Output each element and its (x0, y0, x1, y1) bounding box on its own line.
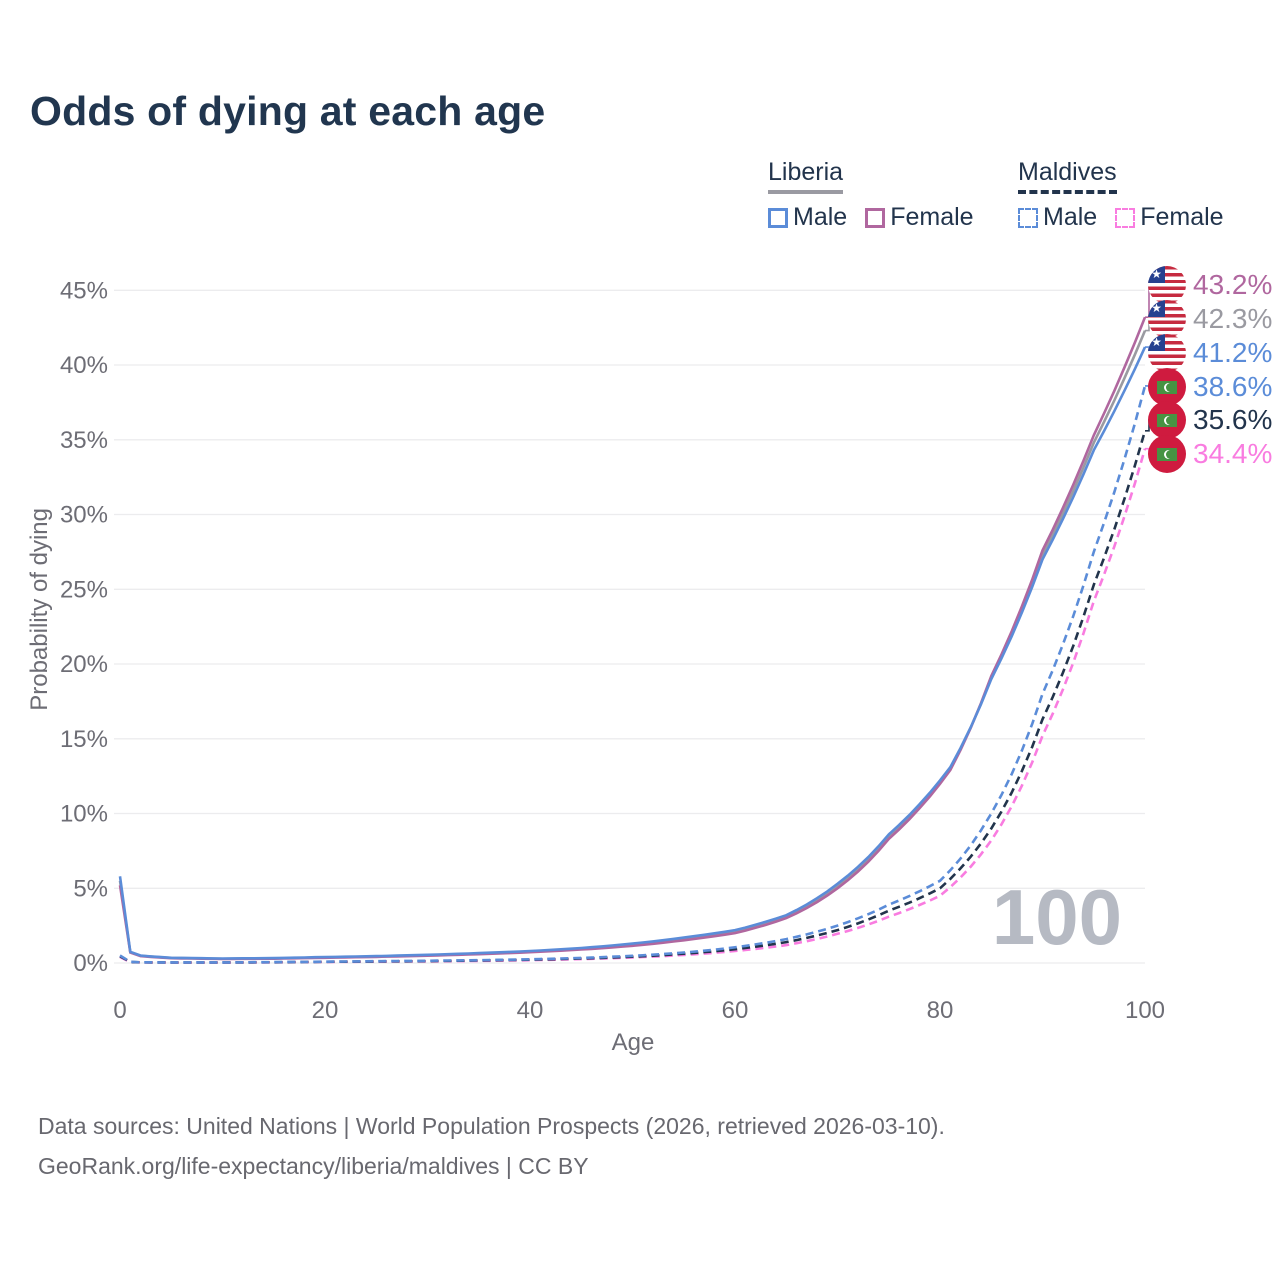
footer: Data sources: United Nations | World Pop… (38, 1106, 945, 1186)
x-tick-label: 0 (113, 997, 126, 1024)
y-axis-title: Probability of dying (26, 508, 53, 711)
end-label-0: 43.2% (1148, 266, 1272, 304)
maldives-female-swatch-icon (1115, 207, 1136, 228)
crescent-icon (1163, 415, 1176, 425)
series-line-maldives-male[interactable] (119, 385, 1147, 964)
x-axis-title: Age (612, 1029, 655, 1056)
end-label-value: 41.2% (1193, 337, 1273, 368)
end-label-4: 35.6% (1148, 401, 1272, 439)
y-tick-label: 30% (60, 502, 108, 529)
attribution-link[interactable]: GeoRank.org/life-expectancy/liberia/mald… (38, 1153, 589, 1179)
legend-item-maldives-female[interactable]: Female (1115, 203, 1224, 232)
crescent-icon (1163, 382, 1176, 392)
page-title: Odds of dying at each age (30, 88, 546, 134)
end-label-value: 38.6% (1193, 371, 1273, 402)
end-label-value: 42.3% (1193, 303, 1273, 334)
legend-country-liberia[interactable]: Liberia (768, 158, 844, 194)
end-label-2: 41.2% (1148, 334, 1272, 372)
legend-items-maldives: Male Female (1018, 203, 1224, 232)
liberia-flag-icon (1148, 300, 1186, 338)
maldives-flag-icon (1148, 368, 1186, 406)
maldives-male-swatch-icon (1018, 207, 1038, 228)
y-tick-label: 40% (60, 352, 108, 379)
x-tick-label: 100 (1125, 997, 1165, 1024)
legend-group-maldives: Maldives Male Female (1018, 158, 1224, 232)
end-label-value: 43.2% (1193, 269, 1273, 300)
x-tick-label: 80 (927, 997, 954, 1024)
x-tick-label: 60 (722, 997, 749, 1024)
legend-item-maldives-male[interactable]: Male (1018, 203, 1097, 232)
end-label-value: 34.4% (1193, 438, 1273, 469)
y-tick-label: 5% (73, 875, 108, 902)
legend-item-label: Male (793, 203, 848, 231)
legend-item-liberia-male[interactable]: Male (768, 203, 847, 232)
y-tick-label: 15% (60, 726, 108, 753)
end-label-1: 42.3% (1148, 300, 1272, 338)
maldives-flag-icon (1148, 435, 1186, 473)
legend-item-label: Female (890, 203, 974, 231)
maldives-flag-icon (1148, 401, 1186, 439)
legend-country-maldives[interactable]: Maldives (1018, 158, 1117, 194)
series-line-liberia-male[interactable] (118, 346, 1147, 960)
y-tick-label: 20% (60, 651, 108, 678)
y-tick-label: 25% (60, 576, 108, 603)
crescent-icon (1163, 449, 1176, 459)
y-tick-label: 35% (60, 427, 108, 454)
legend-item-label: Male (1043, 203, 1098, 231)
end-label-3: 38.6% (1148, 368, 1272, 406)
hovered-age-watermark: 100 (992, 873, 1122, 961)
legend-item-liberia-female[interactable]: Female (865, 203, 974, 232)
end-label-value: 35.6% (1193, 404, 1273, 435)
liberia-flag-icon (1148, 266, 1186, 304)
liberia-flag-icon (1148, 334, 1186, 372)
legend-group-liberia: Liberia Male Female (768, 158, 974, 232)
data-source-text: Data sources: United Nations | World Pop… (38, 1113, 945, 1139)
end-label-5: 34.4% (1148, 435, 1272, 473)
x-tick-label: 20 (312, 997, 339, 1024)
y-tick-label: 10% (60, 801, 108, 828)
x-tick-label: 40 (517, 997, 544, 1024)
liberia-female-swatch-icon (865, 207, 886, 228)
legend-items-liberia: Male Female (768, 203, 974, 232)
series-line-liberia-both[interactable] (118, 330, 1147, 961)
liberia-male-swatch-icon (768, 207, 788, 228)
series-line-liberia-female[interactable] (118, 316, 1147, 961)
y-tick-label: 45% (60, 277, 108, 304)
legend-item-label: Female (1140, 203, 1224, 231)
y-tick-label: 0% (73, 950, 108, 977)
